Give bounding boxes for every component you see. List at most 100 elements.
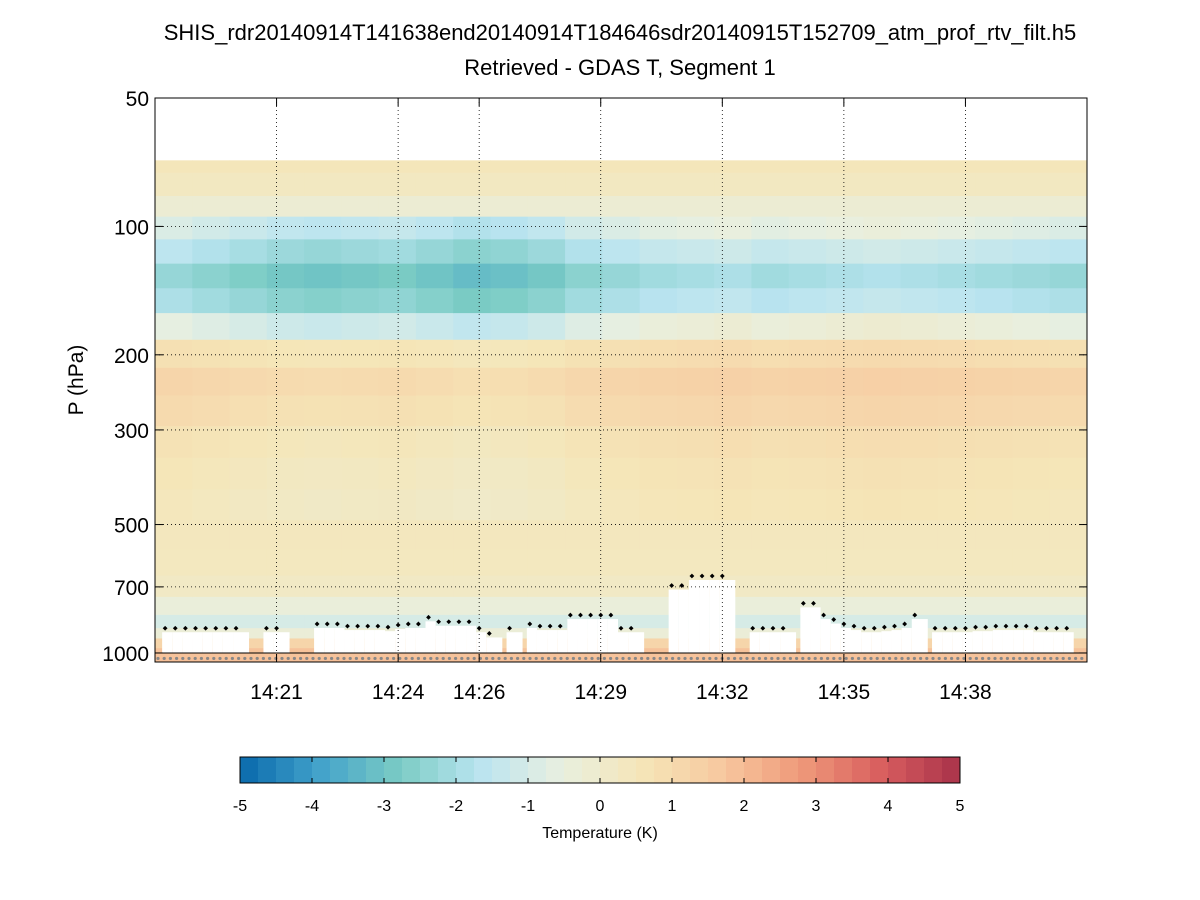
- cloud-top-marker: [861, 625, 867, 631]
- heatmap-cell: [788, 339, 827, 369]
- heatmap-cell: [863, 367, 902, 397]
- heatmap-cell: [304, 457, 342, 490]
- heatmap-cell: [155, 395, 193, 427]
- heatmap-cell: [565, 288, 603, 314]
- heatmap-cell: [527, 549, 566, 577]
- heatmap-cell: [639, 395, 678, 427]
- surface-marker: [590, 656, 594, 661]
- colorbar-segment: [402, 757, 421, 783]
- cloud-top-markers: [162, 573, 1070, 636]
- surface-marker: [968, 656, 972, 661]
- cloud-top-marker: [334, 621, 340, 627]
- heatmap-cell: [155, 657, 193, 663]
- colorbar-segment: [276, 757, 295, 783]
- colorbar-segment: [708, 757, 727, 783]
- colorbar-segment: [294, 757, 313, 783]
- heatmap-cell: [229, 614, 268, 629]
- surface-marker: [764, 656, 768, 661]
- heatmap-cell: [937, 657, 976, 663]
- heatmap-cell: [937, 549, 976, 577]
- heatmap-cell: [714, 288, 752, 314]
- cloud-column: [425, 621, 436, 653]
- heatmap-cell: [975, 395, 1013, 427]
- heatmap-cell: [415, 520, 454, 551]
- cloud-top-marker: [314, 621, 320, 627]
- cloud-column: [233, 632, 250, 653]
- surface-marker: [652, 656, 656, 661]
- surface-marker: [280, 656, 284, 661]
- surface-marker: [782, 656, 786, 661]
- surface-marker: [726, 656, 731, 661]
- heatmap-cell: [527, 313, 566, 341]
- colorbar-segment: [834, 757, 853, 783]
- cloud-column: [820, 619, 831, 653]
- heatmap-cell: [527, 288, 566, 314]
- colorbar-segment: [474, 757, 493, 783]
- heatmap-cell: [676, 263, 715, 289]
- heatmap-cell: [341, 195, 380, 218]
- heatmap-cell: [751, 520, 790, 551]
- heatmap-cell: [751, 172, 790, 197]
- colorbar-segment: [726, 757, 745, 783]
- surface-marker: [1043, 656, 1047, 661]
- cloud-top-marker: [669, 583, 675, 588]
- heatmap-cell: [304, 288, 342, 314]
- heatmap-cell: [490, 457, 529, 490]
- heatmap-cell: [229, 263, 268, 289]
- cloud-column: [536, 630, 548, 653]
- cloud-top-marker: [588, 612, 594, 618]
- heatmap-cell: [229, 195, 268, 218]
- heatmap-cell: [490, 426, 529, 459]
- heatmap-cell: [229, 172, 268, 197]
- surface-marker: [788, 656, 793, 661]
- heatmap-cell: [937, 520, 976, 551]
- surface-marker: [695, 656, 700, 661]
- cloud-column: [344, 630, 355, 653]
- heatmap-cell: [639, 263, 678, 289]
- heatmap-cell: [155, 195, 193, 218]
- heatmap-cell: [155, 288, 193, 314]
- cloud-column: [952, 632, 963, 653]
- heatmap-cell: [751, 614, 790, 629]
- heatmap-cell: [1049, 520, 1088, 551]
- heatmap-cell: [527, 575, 566, 598]
- heatmap-cell: [900, 657, 939, 663]
- heatmap-cell: [975, 160, 1013, 174]
- surface-marker: [528, 656, 532, 661]
- surface-marker: [534, 656, 538, 661]
- cloud-column: [618, 632, 629, 653]
- heatmap-cell: [900, 426, 939, 459]
- colorbar-segment: [618, 757, 637, 783]
- heatmap-cell: [490, 288, 529, 314]
- heatmap-cell: [937, 313, 976, 341]
- heatmap-cell: [937, 614, 976, 629]
- heatmap-cell: [341, 239, 380, 265]
- heatmap-cell: [975, 339, 1013, 369]
- colorbar-segment: [636, 757, 655, 783]
- heatmap-cell: [639, 520, 678, 551]
- colorbar-segment: [492, 757, 511, 783]
- surface-marker: [671, 656, 675, 661]
- heatmap-cell: [900, 339, 939, 369]
- cloud-top-marker: [405, 621, 411, 627]
- surface-marker: [441, 656, 445, 661]
- heatmap-cell: [490, 596, 529, 616]
- cloud-column: [506, 632, 523, 653]
- heatmap-cell: [155, 367, 193, 397]
- heatmap-cell: [863, 239, 902, 265]
- cloud-column: [172, 632, 183, 653]
- heatmap-cell: [415, 263, 454, 289]
- heatmap-cell: [266, 160, 305, 174]
- cloud-column: [385, 631, 396, 653]
- cloud-column: [962, 632, 973, 653]
- colorbar-segment: [780, 757, 799, 783]
- heatmap-cell: [378, 239, 417, 265]
- heatmap-cell: [415, 172, 454, 197]
- cloud-top-marker: [1023, 623, 1029, 629]
- heatmap-cell: [266, 657, 305, 663]
- heatmap-cell: [788, 395, 827, 427]
- heatmap-cell: [378, 216, 417, 240]
- heatmap-cell: [415, 339, 454, 369]
- heatmap-cell: [565, 489, 603, 521]
- heatmap-cell: [975, 549, 1013, 577]
